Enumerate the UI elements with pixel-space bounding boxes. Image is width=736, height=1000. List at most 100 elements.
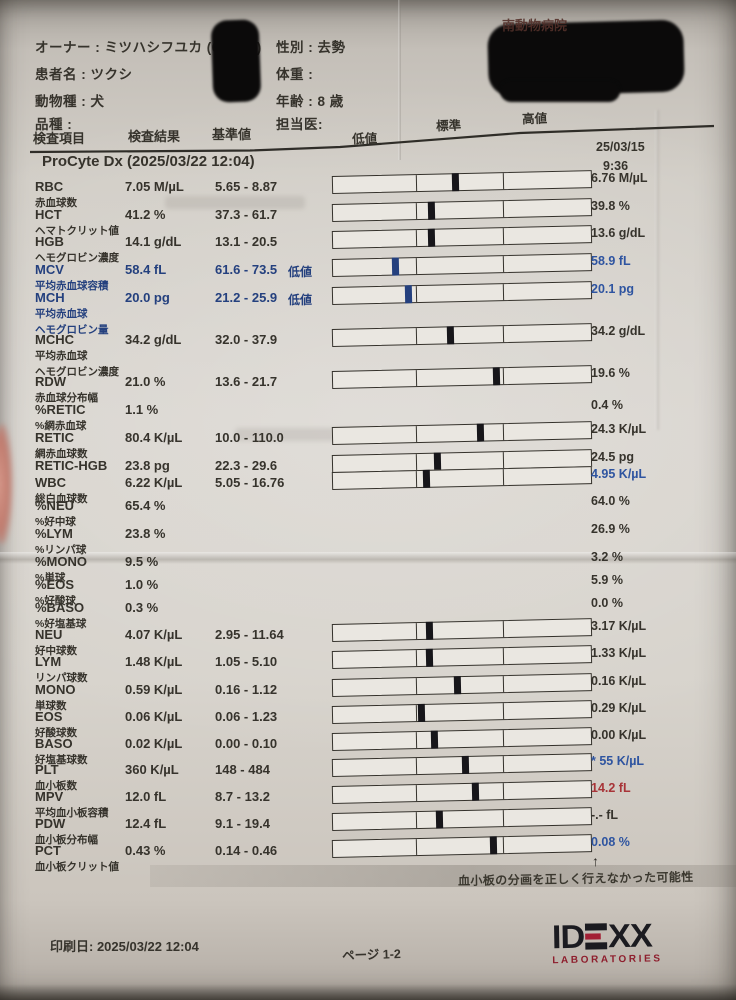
previous-test-date: 25/03/15: [596, 140, 645, 154]
test-name-jp: %リンパ球: [35, 544, 87, 556]
result-value: 360 K/µL: [125, 762, 179, 777]
paper-fold-crease: [0, 552, 736, 564]
result-value: 6.22 K/µL: [125, 475, 183, 490]
paper-crease-vertical-right: [655, 110, 659, 430]
result-value: 14.1 g/dL: [125, 234, 182, 249]
previous-result-value: 14.2 fL: [591, 781, 631, 795]
result-value: 9.5 %: [125, 554, 159, 569]
test-name-jp: %好塩基球: [35, 618, 87, 630]
range-bar-divider: [503, 621, 505, 638]
result-value: 65.4 %: [125, 498, 166, 513]
range-bar: [331, 807, 593, 831]
redaction-blob-clinic-lower: [500, 80, 620, 102]
result-value: 23.8 %: [125, 526, 166, 541]
test-name-jp: 血小板分布幅: [35, 834, 98, 846]
reference-range: 10.0 - 110.0: [215, 430, 284, 445]
range-bar-divider: [415, 705, 417, 722]
test-name-jp: %網赤血球: [35, 420, 87, 432]
result-value: 0.59 K/µL: [125, 682, 183, 697]
previous-result-value: 34.2 g/dL: [591, 324, 646, 338]
test-abbr: NEU: [35, 627, 63, 642]
test-name-jp: %単球: [35, 572, 66, 584]
reference-range: 1.05 - 5.10: [215, 654, 278, 669]
previous-result-value: 3.2 %: [591, 550, 623, 564]
result-value: 12.4 fL: [125, 816, 167, 831]
range-bar: [331, 673, 593, 697]
reference-range: 37.3 - 61.7: [215, 207, 278, 222]
idexx-logo: ID XX LABORATORIES: [552, 916, 693, 966]
age-line: 年齢 : 8 歳: [276, 94, 344, 109]
range-bar-divider: [415, 732, 417, 749]
range-bar-marker: [461, 755, 470, 775]
low-flag: 低値: [288, 265, 313, 279]
test-name-jp: 赤血球分布幅: [35, 392, 98, 404]
range-bar-divider: [415, 286, 417, 303]
previous-test-time: 9:36: [603, 159, 629, 173]
result-value: 20.0 pg: [125, 290, 170, 305]
range-bar: [331, 834, 593, 858]
previous-result-value: 0.4 %: [591, 398, 623, 412]
range-bar-divider: [415, 785, 417, 802]
ink-bleedthrough-smudge: [165, 196, 305, 209]
range-bar: [331, 618, 593, 642]
test-abbr: EOS: [35, 709, 63, 724]
result-value: 0.02 K/µL: [125, 736, 183, 751]
paper-crease-vertical: [398, 0, 401, 160]
test-abbr: RETIC-HGB: [35, 458, 108, 473]
test-name-jp: 網赤血球数: [35, 448, 88, 460]
range-bar-divider: [415, 370, 417, 387]
range-bar-marker: [477, 423, 485, 442]
test-abbr: MCV: [35, 262, 64, 277]
previous-result-value: 24.5 pg: [591, 450, 635, 464]
range-bar-divider: [503, 256, 505, 273]
range-bar-divider: [503, 756, 505, 773]
previous-result-value: 0.0 %: [591, 596, 623, 610]
test-name-jp: 好塩基球数: [35, 754, 88, 766]
test-abbr: PLT: [35, 762, 59, 777]
test-abbr: LYM: [35, 654, 62, 669]
test-name-jp: リンパ球数: [35, 672, 88, 684]
clinic-name: 南動物病院: [502, 18, 568, 33]
result-value: 0.3 %: [125, 600, 159, 615]
test-name-jp: 平均血小板容積: [35, 807, 109, 819]
idexx-logo-right: XX: [607, 916, 653, 955]
range-bar: [331, 645, 593, 669]
range-bar-divider: [415, 454, 417, 471]
range-bar-divider: [503, 730, 505, 747]
test-abbr: RBC: [35, 179, 64, 194]
test-abbr: %LYM: [35, 526, 73, 541]
result-value: 23.8 pg: [125, 458, 170, 473]
test-name-jp: 総白血球数: [35, 493, 88, 505]
test-name-jp: 赤血球数: [35, 197, 77, 209]
range-bar-marker: [417, 703, 426, 723]
test-abbr: WBC: [35, 475, 67, 490]
print-date: 印刷日: 2025/03/22 12:04: [50, 939, 199, 954]
previous-result-value: 20.1 pg: [591, 282, 635, 296]
range-bar-divider: [503, 201, 505, 218]
range-bar: [331, 225, 593, 249]
reference-range: 8.7 - 13.2: [215, 789, 270, 804]
previous-result-value: 19.6 %: [591, 366, 630, 380]
reference-range: 0.00 - 0.10: [215, 736, 278, 751]
range-bar-divider: [503, 469, 505, 486]
logo-e-bar-top: [584, 923, 607, 931]
previous-result-value: 13.6 g/dL: [591, 226, 646, 240]
range-bar-marker: [425, 621, 434, 640]
range-bar-divider: [503, 783, 505, 800]
previous-result-value: 0.08 %: [591, 835, 630, 849]
test-abbr: MCH: [35, 290, 65, 305]
reference-range: 21.2 - 25.9: [215, 290, 278, 305]
result-value: 1.48 K/µL: [125, 654, 183, 669]
test-name-jp: 平均赤血球 ヘモグロビン濃度: [35, 350, 119, 378]
range-bar-divider: [415, 426, 417, 443]
previous-result-value: 3.17 K/µL: [591, 619, 647, 633]
reference-range: 148 - 484: [215, 762, 270, 777]
range-bar: [331, 281, 593, 305]
range-bar-divider: [415, 650, 417, 667]
reference-range: 13.1 - 20.5: [215, 234, 278, 249]
range-bar-divider: [415, 812, 417, 829]
test-name-jp: 血小板数: [35, 780, 77, 792]
reference-range: 5.05 - 16.76: [215, 475, 285, 490]
range-bar-marker: [405, 285, 413, 304]
